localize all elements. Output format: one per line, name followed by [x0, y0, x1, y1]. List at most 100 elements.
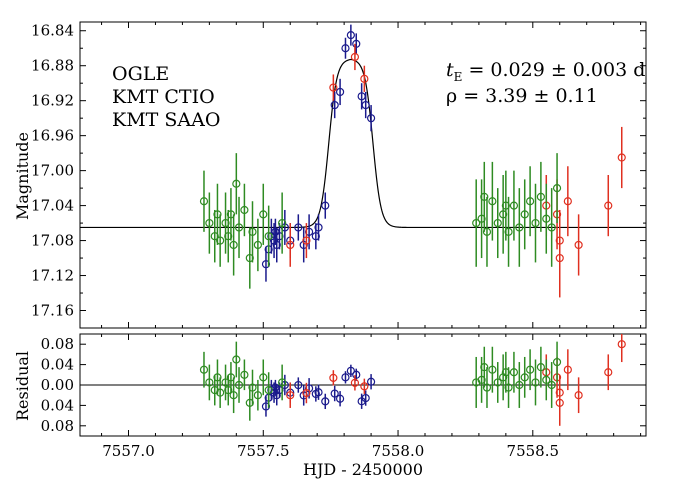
residual-point-kmt-saao — [229, 391, 238, 400]
residual-point-kmt-ctio — [617, 340, 626, 349]
residual-point-kmt-ctio — [350, 378, 360, 387]
legend-ogle: OGLE — [112, 63, 169, 85]
residual-point-ogle — [335, 394, 345, 403]
residual-point-kmt-saao — [536, 363, 545, 372]
point-ogle — [261, 260, 271, 269]
point-ogle — [294, 223, 303, 232]
residual-point-ogle — [352, 370, 361, 379]
point-kmt-saao — [526, 197, 535, 206]
residual-point-ogle — [361, 393, 370, 403]
point-kmt-saao — [480, 192, 489, 201]
residual-point-kmt-saao — [224, 386, 233, 395]
residual-point-kmt-ctio — [574, 391, 583, 400]
point-kmt-ctio — [360, 74, 369, 83]
residual-point-ogle — [275, 386, 284, 395]
point-kmt-saao — [504, 227, 513, 236]
point-kmt-ctio — [286, 240, 295, 250]
residual-point-ogle — [321, 397, 330, 406]
residual-point-ogle — [366, 377, 376, 386]
point-kmt-ctio — [329, 83, 338, 92]
y-tick-label-main: 16.84 — [31, 22, 74, 40]
y-tick-label-main: 16.96 — [31, 127, 74, 145]
y-tick-label-main: 17.08 — [31, 232, 74, 250]
residual-point-kmt-saao — [520, 373, 529, 382]
point-kmt-ctio — [574, 240, 583, 250]
plot-layer: 7557.0 7557.5 7558.0 7558.5 16.84 16.88 16.92 1… — [31, 21, 647, 460]
residual-point-kmt-saao — [216, 388, 225, 397]
residual-point-kmt-saao — [504, 383, 513, 392]
point-kmt-saao — [520, 210, 529, 219]
point-kmt-saao — [493, 218, 502, 228]
y-tick-label-residual: 0.08 — [41, 417, 74, 435]
residual-point-ogle — [261, 402, 271, 411]
point-kmt-saao — [542, 214, 551, 223]
point-kmt-saao — [210, 232, 219, 241]
x-tick-label: 7558.0 — [372, 442, 425, 460]
point-ogle — [321, 201, 330, 210]
residual-point-kmt-saao — [526, 365, 535, 374]
point-kmt-saao — [472, 218, 481, 228]
residual-point-kmt-ctio — [286, 391, 295, 400]
point-kmt-saao — [240, 205, 249, 215]
residual-point-kmt-saao — [245, 398, 254, 407]
point-kmt-ctio — [604, 201, 613, 210]
y-tick-label-main: 17.16 — [31, 302, 74, 320]
point-ogle — [346, 31, 355, 40]
point-ogle — [269, 236, 279, 245]
residual-point-kmt-saao — [515, 380, 524, 390]
residual-point-kmt-saao — [542, 375, 551, 384]
residual-point-kmt-saao — [234, 380, 244, 390]
residual-point-kmt-saao — [232, 355, 241, 364]
residual-point-kmt-saao — [509, 368, 519, 377]
point-kmt-saao — [205, 218, 214, 228]
point-kmt-saao — [499, 210, 508, 219]
residual-point-kmt-saao — [248, 383, 257, 392]
residual-point-ogle — [346, 366, 355, 375]
point-kmt-saao — [248, 227, 257, 236]
residual-point-ogle — [330, 389, 339, 398]
point-ogle — [361, 100, 370, 110]
residual-point-ogle — [304, 384, 314, 393]
point-ogle — [335, 87, 345, 97]
residual-point-kmt-saao — [480, 363, 489, 372]
point-kmt-saao — [264, 232, 273, 241]
te-annotation: tE = 0.029 ± 0.003 d — [446, 59, 645, 84]
point-kmt-saao — [488, 197, 497, 206]
residual-point-ogle — [299, 391, 308, 400]
y-tick-label-residual: 0.00 — [41, 376, 74, 394]
point-ogle — [352, 39, 361, 48]
residual-point-kmt-saao — [547, 380, 556, 390]
rho-annotation: ρ = 3.39 ± 0.11 — [446, 85, 598, 107]
point-kmt-saao — [278, 218, 287, 228]
residual-point-kmt-ctio — [563, 365, 572, 374]
residual-point-kmt-saao — [477, 375, 486, 384]
point-kmt-ctio — [302, 236, 311, 245]
residual-point-kmt-ctio — [555, 398, 564, 407]
point-kmt-saao — [224, 232, 233, 241]
residual-point-kmt-saao — [199, 365, 209, 374]
residual-point-kmt-saao — [205, 378, 214, 387]
point-kmt-saao — [552, 184, 562, 193]
y-tick-label-main: 17.12 — [31, 267, 74, 285]
y-tick-label-residual: 0.04 — [41, 356, 74, 374]
residual-point-kmt-saao — [213, 373, 222, 382]
point-kmt-ctio — [563, 197, 572, 206]
residual-point-kmt-saao — [552, 357, 562, 367]
residual-point-kmt-saao — [278, 378, 287, 387]
point-ogle — [299, 240, 308, 250]
point-ogle — [272, 240, 281, 250]
point-kmt-saao — [536, 192, 545, 201]
point-kmt-saao — [477, 214, 486, 223]
point-ogle — [341, 44, 350, 53]
point-kmt-ctio — [617, 153, 626, 162]
point-kmt-saao — [199, 197, 209, 206]
point-kmt-saao — [515, 223, 524, 232]
residual-point-kmt-saao — [482, 383, 492, 392]
residual-point-kmt-saao — [240, 370, 249, 379]
point-kmt-saao — [213, 210, 222, 219]
residual-point-ogle — [341, 373, 350, 382]
residual-point-ogle — [314, 388, 323, 397]
residual-point-kmt-saao — [531, 378, 540, 387]
point-kmt-saao — [547, 223, 556, 232]
residual-point-kmt-ctio — [302, 388, 311, 398]
